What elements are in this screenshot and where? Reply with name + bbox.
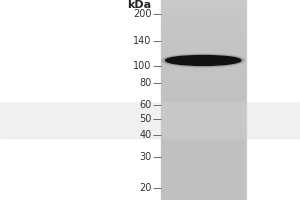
Text: 200: 200 [133,9,152,19]
Text: 140: 140 [133,36,152,46]
FancyBboxPatch shape [0,102,300,139]
Bar [160,0,246,200]
Ellipse shape [162,54,244,67]
Text: 80: 80 [139,78,152,88]
Text: 20: 20 [139,183,152,193]
Ellipse shape [166,56,241,65]
Text: 60: 60 [139,100,152,110]
Text: kDa: kDa [128,0,152,10]
Text: 100: 100 [133,61,152,71]
Text: 40: 40 [139,130,152,140]
Ellipse shape [164,55,243,67]
Text: 30: 30 [139,152,152,162]
Text: 50: 50 [139,114,152,124]
